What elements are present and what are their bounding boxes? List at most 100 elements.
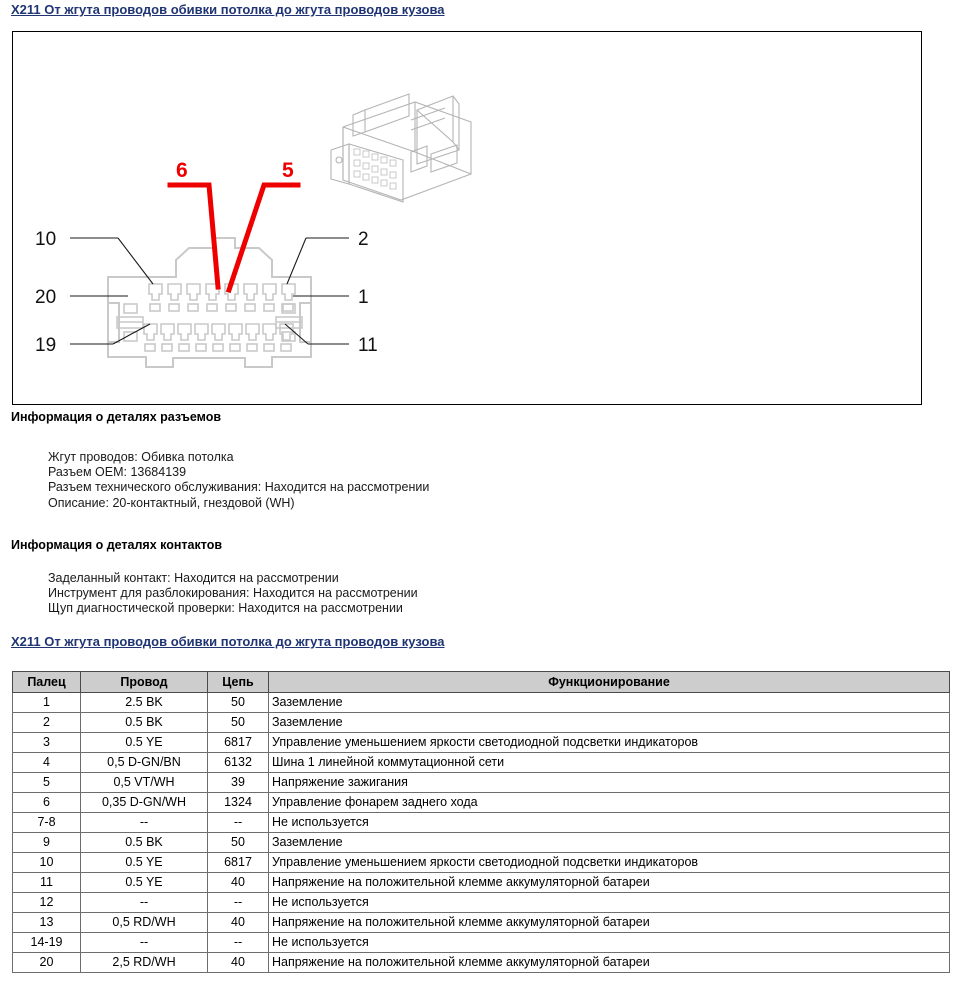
connector-title-link-top[interactable]: X211 От жгута проводов обивки потолка до… <box>11 2 445 17</box>
cell-function: Управление фонарем заднего хода <box>268 792 950 813</box>
cell-pin: 2 <box>12 712 81 733</box>
table-row: 7-8 -- -- Не используется <box>12 812 950 833</box>
connector-diagram-svg: 10 20 19 2 1 11 6 5 <box>35 93 472 368</box>
callout-label-5: 5 <box>282 159 294 182</box>
contacts-info-line-test-probe: Щуп диагностической проверки: Находится … <box>48 601 403 616</box>
connector-3d-illustration <box>330 93 472 203</box>
column-header-wire: Провод <box>80 671 208 693</box>
column-header-circuit: Цепь <box>207 671 269 693</box>
table-row: 14-19 -- -- Не используется <box>12 932 950 953</box>
cell-circuit: 40 <box>207 912 269 933</box>
cell-circuit: 50 <box>207 692 269 713</box>
callout-6-marker <box>167 182 221 290</box>
pin-label-left-19: 19 <box>35 335 56 356</box>
pin-leader-lines <box>70 237 349 345</box>
cell-wire: 2.5 BK <box>80 692 208 713</box>
cell-function: Напряжение зажигания <box>268 772 950 793</box>
cell-circuit: 39 <box>207 772 269 793</box>
pin-table-header-row: Палец Провод Цепь Функционирование <box>12 671 950 693</box>
table-row: 10 0.5 YE 6817 Управление уменьшением яркос… <box>12 852 950 873</box>
cell-circuit: 40 <box>207 952 269 973</box>
contacts-info-heading: Информация о деталях контактов <box>11 538 223 552</box>
cell-function: Шина 1 линейной коммутационной сети <box>268 752 950 773</box>
cell-function: Заземление <box>268 832 950 853</box>
contacts-info-line-release-tool: Инструмент для разблокирования: Находитс… <box>48 586 418 601</box>
connector-info-line-oem: Разъем OEM: 13684139 <box>48 465 187 480</box>
pin-label-left-20: 20 <box>35 287 56 308</box>
cell-function: Управление уменьшением яркости светодиод… <box>268 852 950 873</box>
table-row: 2 0.5 BK 50 Заземление <box>12 712 950 733</box>
cell-pin: 20 <box>12 952 81 973</box>
cell-circuit: 50 <box>207 712 269 733</box>
pin-label-right-11: 11 <box>358 335 378 356</box>
cell-wire: 0.5 BK <box>80 712 208 733</box>
cell-wire: 0.5 YE <box>80 852 208 873</box>
cell-wire: 0,5 D-GN/BN <box>80 752 208 773</box>
cell-pin: 10 <box>12 852 81 873</box>
cell-wire: 0.5 YE <box>80 732 208 753</box>
cell-function: Не используется <box>268 892 950 913</box>
table-row: 5 0,5 VT/WH 39 Напряжение зажигания <box>12 772 950 793</box>
cell-circuit: 6817 <box>207 852 269 873</box>
cell-pin: 13 <box>12 912 81 933</box>
cell-wire: -- <box>80 932 208 953</box>
table-row: 11 0.5 YE 40 Напряжение на положительной кл… <box>12 872 950 893</box>
cell-pin: 11 <box>12 872 81 893</box>
callout-label-6: 6 <box>176 159 188 182</box>
cell-function: Напряжение на положительной клемме аккум… <box>268 952 950 973</box>
cell-function: Напряжение на положительной клемме аккум… <box>268 872 950 893</box>
cell-pin: 6 <box>12 792 81 813</box>
table-row: 13 0,5 RD/WH 40 Напряжение на положительной… <box>12 912 950 933</box>
connector-info-line-harness: Жгут проводов: Обивка потолка <box>48 450 234 464</box>
cell-pin: 5 <box>12 772 81 793</box>
cell-circuit: 50 <box>207 832 269 853</box>
cell-wire: 0,35 D-GN/WH <box>80 792 208 813</box>
pin-table-body: 1 2.5 BK 50 Заземление 2 0.5 BK 50 Заземление 3 0… <box>12 692 950 973</box>
cell-function: Заземление <box>268 692 950 713</box>
connector-title-link-table[interactable]: X211 От жгута проводов обивки потолка до… <box>11 634 445 649</box>
cell-pin: 3 <box>12 732 81 753</box>
pin-cavity-row-top <box>148 283 296 312</box>
table-row: 12 -- -- Не используется <box>12 892 950 913</box>
callout-5-marker <box>225 182 301 294</box>
cell-wire: 0.5 YE <box>80 872 208 893</box>
column-header-pin: Палец <box>12 671 81 693</box>
cell-wire: 0.5 BK <box>80 832 208 853</box>
table-row: 9 0.5 BK 50 Заземление <box>12 832 950 853</box>
cell-circuit: -- <box>207 812 269 833</box>
connector-info-list: Жгут проводов: Обивка потолка Разъем OEM… <box>48 450 429 511</box>
table-row: 3 0.5 YE 6817 Управление уменьшением яркост… <box>12 732 950 753</box>
cell-function: Напряжение на положительной клемме аккум… <box>268 912 950 933</box>
table-row: 6 0,35 D-GN/WH 1324 Управление фонарем задн… <box>12 792 950 813</box>
cell-wire: 0,5 RD/WH <box>80 912 208 933</box>
cell-pin: 4 <box>12 752 81 773</box>
cell-pin: 12 <box>12 892 81 913</box>
table-row: 4 0,5 D-GN/BN 6132 Шина 1 линейной коммутац… <box>12 752 950 773</box>
cell-wire: -- <box>80 812 208 833</box>
pin-label-right-1: 1 <box>358 287 369 308</box>
table-row: 1 2.5 BK 50 Заземление <box>12 692 950 713</box>
column-header-function: Функционирование <box>268 671 950 693</box>
pin-assignment-table: Палец Провод Цепь Функционирование 1 2.5 … <box>12 671 950 973</box>
connector-info-line-description: Описание: 20-контактный, гнездовой (WH) <box>48 495 295 510</box>
table-row: 20 2,5 RD/WH 40 Напряжение на положительной… <box>12 952 950 973</box>
pin-label-right-2: 2 <box>358 229 369 250</box>
connector-diagram-panel: 10 20 19 2 1 11 6 5 <box>12 31 922 405</box>
cell-circuit: 6817 <box>207 732 269 753</box>
connector-info-heading: Информация о деталях разъемов <box>11 410 222 424</box>
cell-pin: 1 <box>12 692 81 713</box>
cell-circuit: -- <box>207 932 269 953</box>
connector-lock-tabs <box>116 303 303 342</box>
cell-function: Не используется <box>268 932 950 953</box>
pin-label-left-10: 10 <box>35 229 56 250</box>
cell-circuit: 6132 <box>207 752 269 773</box>
cell-wire: 2,5 RD/WH <box>80 952 208 973</box>
cell-wire: -- <box>80 892 208 913</box>
cell-function: Заземление <box>268 712 950 733</box>
cell-pin: 14-19 <box>12 932 81 953</box>
cell-function: Управление уменьшением яркости светодиод… <box>268 732 950 753</box>
connector-info-line-service: Разъем технического обслуживания: Находи… <box>48 480 430 495</box>
cell-wire: 0,5 VT/WH <box>80 772 208 793</box>
cell-pin: 7-8 <box>12 812 81 833</box>
pin-cavity-row-bottom <box>143 323 294 352</box>
